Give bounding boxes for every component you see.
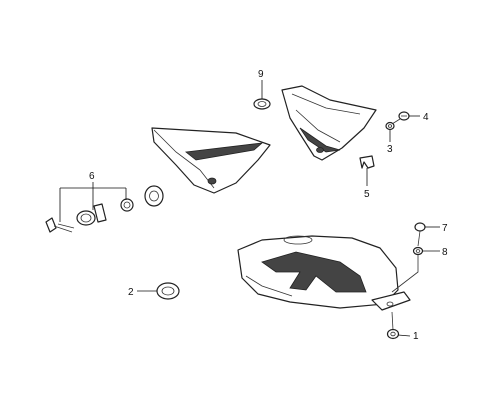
- leader-6: [59, 182, 127, 222]
- bolt-part-7: [414, 222, 426, 247]
- washer-part-3: [385, 121, 395, 131]
- callout-4: 4: [423, 112, 429, 123]
- callout-6: 6: [89, 171, 95, 182]
- leader-1: [397, 334, 411, 337]
- left-side-cover: [151, 127, 271, 194]
- grommet-part-9: [253, 98, 271, 110]
- callout-3: 3: [387, 144, 393, 155]
- callout-2: 2: [128, 287, 134, 298]
- clip-nut-part-5: [359, 155, 375, 169]
- leader-lines: [59, 80, 440, 337]
- callout-1: 1: [413, 331, 419, 342]
- callout-7: 7: [442, 223, 448, 234]
- screw-part-4: [391, 111, 410, 125]
- right-side-cover: [281, 85, 377, 161]
- nut-part-1: [386, 311, 400, 340]
- rubber-grommet-part-2: [156, 282, 180, 300]
- callout-labels: 1 2 3 4 5 6 7 8 9: [89, 69, 448, 342]
- washer-part-8: [391, 246, 424, 293]
- fuel-tank: [237, 235, 411, 311]
- callout-8: 8: [442, 247, 448, 258]
- fastener-set-part-6: [45, 185, 164, 233]
- callout-5: 5: [364, 189, 370, 200]
- callout-9: 9: [258, 69, 264, 80]
